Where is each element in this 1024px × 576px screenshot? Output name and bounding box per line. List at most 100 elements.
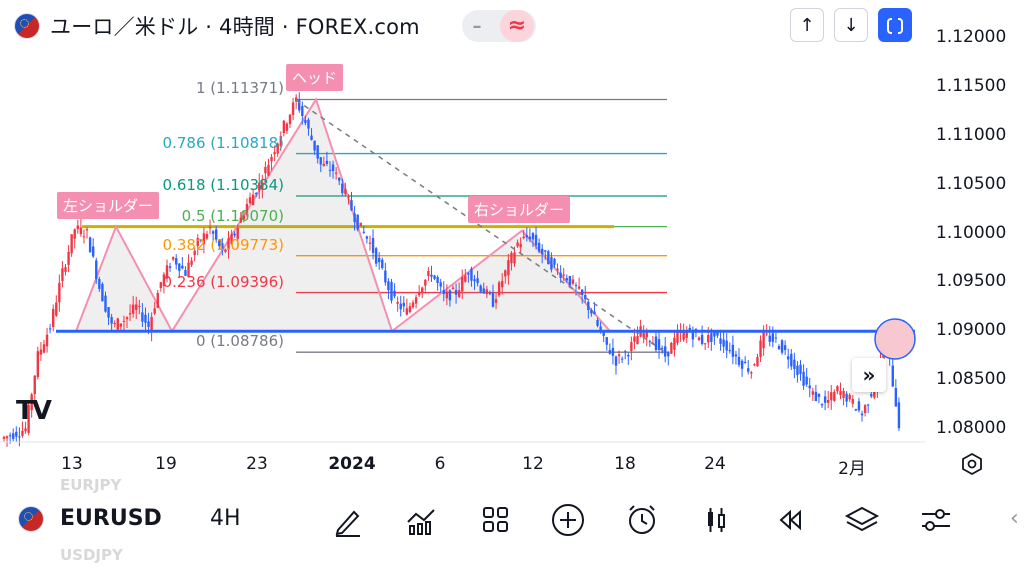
candle-body <box>497 282 501 296</box>
candle-body <box>322 163 326 166</box>
timeframe-button[interactable]: 4H <box>210 506 241 531</box>
candle-body <box>110 317 113 324</box>
candle-body <box>556 268 559 271</box>
candle-body <box>830 392 833 401</box>
settings-sliders-icon[interactable] <box>916 500 956 540</box>
candle-body <box>184 270 187 276</box>
symbol-name[interactable]: EURUSD <box>60 506 162 531</box>
arrow-up-button[interactable]: ↑ <box>790 8 824 42</box>
candle-body <box>894 388 898 407</box>
candle-body <box>325 160 329 165</box>
candle-body <box>713 331 716 337</box>
scroll-to-realtime-button[interactable]: » <box>852 358 886 392</box>
candle-body <box>461 277 464 292</box>
candle-body <box>464 275 467 282</box>
tradingview-logo-icon: TV <box>16 396 52 426</box>
candle-body <box>36 351 40 378</box>
indicator-toggle[interactable]: – ≈ <box>462 10 536 42</box>
candle-body <box>577 286 581 289</box>
trend-dashed-line <box>295 99 666 353</box>
chart-type-candle-icon[interactable] <box>696 500 736 540</box>
time-tick-label: 18 <box>614 454 636 474</box>
arrow-down-button[interactable]: ↓ <box>834 8 868 42</box>
minus-icon[interactable]: – <box>472 15 482 37</box>
alert-clock-icon[interactable] <box>622 500 662 540</box>
candle-body <box>381 259 384 268</box>
candle-body <box>608 350 612 354</box>
candle-body <box>387 281 390 291</box>
candle-body <box>61 268 64 282</box>
chart-settings-icon[interactable] <box>960 452 984 476</box>
price-tick-label: 1.09000 <box>936 320 1007 341</box>
price-tick-label: 1.12000 <box>936 27 1007 47</box>
price-chart[interactable] <box>0 0 1024 480</box>
symbol-title-row[interactable]: ユーロ／米ドル · 4時間 · FOREX.com <box>14 10 420 42</box>
layouts-grid-icon[interactable] <box>476 500 516 540</box>
candle-body <box>519 243 522 248</box>
time-tick-label: 2024 <box>328 454 376 474</box>
candle-body <box>359 222 362 227</box>
candle-body <box>470 268 473 281</box>
candle-body <box>131 304 135 314</box>
chevron-left-icon[interactable]: ‹ <box>1010 506 1019 531</box>
candle-body <box>236 227 239 239</box>
candle-body <box>802 371 805 386</box>
add-icon[interactable] <box>548 500 588 540</box>
draw-pen-icon[interactable] <box>328 500 368 540</box>
candle-body <box>602 332 605 336</box>
candle-body <box>451 287 455 289</box>
candle-body <box>863 405 867 414</box>
candle-body <box>676 331 679 343</box>
time-tick-label: 12 <box>522 454 544 474</box>
layers-icon[interactable] <box>842 500 882 540</box>
candle-body <box>685 331 688 338</box>
candle-body <box>368 242 372 244</box>
candle-body <box>107 307 110 318</box>
candle-body <box>630 342 633 352</box>
candle-body <box>826 400 830 403</box>
candle-body <box>750 372 753 374</box>
candle-body <box>276 143 279 154</box>
candle-body <box>153 308 156 314</box>
candle-body <box>116 318 119 330</box>
fib-level-label: 0.786 (1.10818) <box>162 133 284 152</box>
candle-body <box>442 290 445 295</box>
candle-body <box>857 401 861 411</box>
candle-body <box>319 157 322 165</box>
candle-body <box>553 258 556 265</box>
candle-body <box>298 99 301 111</box>
candle-body <box>839 391 842 395</box>
candle-body <box>559 272 562 278</box>
candle-body <box>2 436 6 439</box>
price-tick-label: 1.08000 <box>936 418 1007 438</box>
candle-body <box>55 302 58 316</box>
candle-body <box>550 256 553 270</box>
candle-body <box>21 430 24 436</box>
candle-body <box>537 242 541 252</box>
candle-body <box>187 262 190 277</box>
approx-icon[interactable]: ≈ <box>500 10 534 42</box>
candle-body <box>614 356 618 366</box>
candle-body <box>196 238 199 247</box>
candle-body <box>510 252 513 264</box>
candle-body <box>842 390 845 398</box>
candle-body <box>513 252 516 264</box>
candle-body <box>467 273 470 275</box>
candle-body <box>648 341 652 343</box>
candle-body <box>125 317 129 320</box>
candle-body <box>218 240 221 247</box>
candlestick-series <box>2 92 901 447</box>
candle-body <box>476 278 479 283</box>
candle-body <box>860 413 864 416</box>
candle-body <box>285 123 289 131</box>
candle-body <box>27 404 30 433</box>
candle-body <box>261 183 264 189</box>
candle-body <box>670 342 673 354</box>
candle-body <box>768 335 771 342</box>
indicators-icon[interactable] <box>402 500 442 540</box>
candle-body <box>682 330 685 340</box>
fullscreen-button[interactable] <box>878 8 912 42</box>
candle-body <box>5 436 9 439</box>
candle-body <box>316 145 319 159</box>
replay-icon[interactable] <box>770 500 810 540</box>
